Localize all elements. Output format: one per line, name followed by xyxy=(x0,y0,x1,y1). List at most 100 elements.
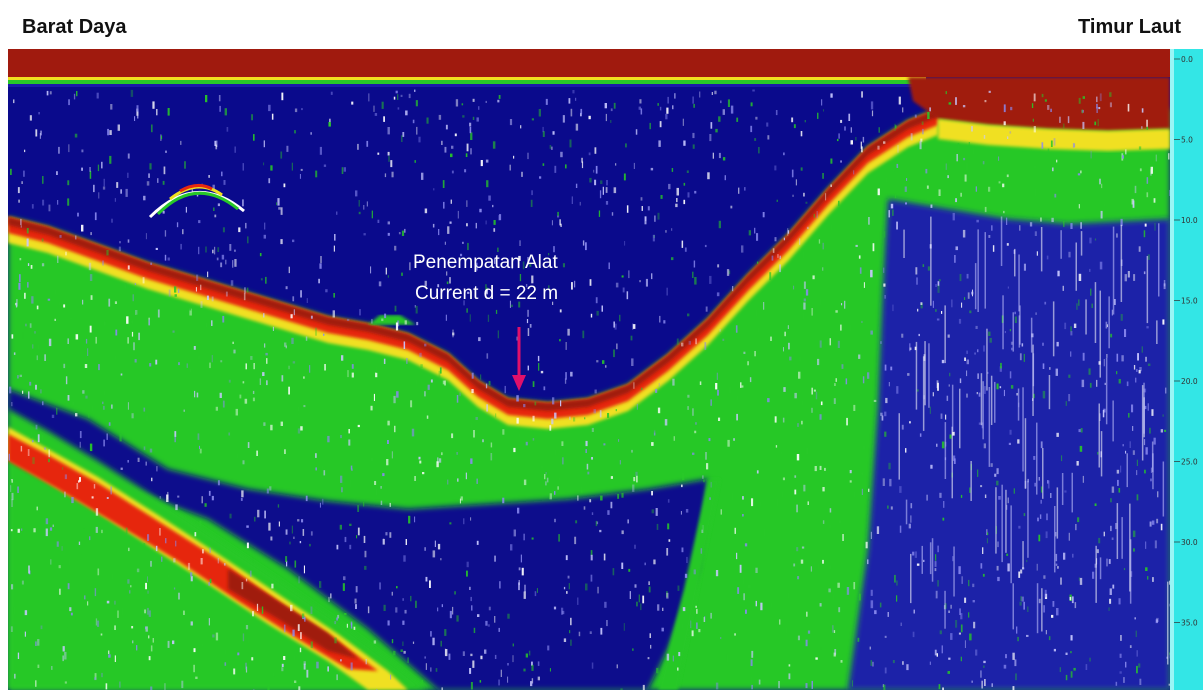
speckle-dot xyxy=(173,587,176,590)
speckle-dot xyxy=(715,383,718,390)
speckle-dot xyxy=(297,519,300,522)
speckle-dot xyxy=(755,600,757,607)
speckle-dot xyxy=(292,296,295,302)
speckle-dot xyxy=(822,267,824,271)
speckle-dot xyxy=(882,478,885,486)
speckle-dot xyxy=(118,674,121,681)
speckle-dot xyxy=(426,415,429,419)
speckle-dot xyxy=(964,597,967,603)
speckle-dot xyxy=(1040,217,1042,222)
speckle-dot xyxy=(961,576,963,584)
speckle-dot xyxy=(157,178,159,183)
speckle-dot xyxy=(1063,552,1066,560)
speckle-dot xyxy=(349,523,352,526)
speckle-dot xyxy=(26,238,29,247)
speckle-dot xyxy=(751,498,754,507)
speckle-dot xyxy=(666,592,669,599)
speckle-dot xyxy=(619,460,621,465)
speckle-dot xyxy=(647,206,650,211)
speckle-dot xyxy=(208,490,211,496)
speckle-dot xyxy=(127,172,129,178)
speckle-dot xyxy=(401,230,405,236)
depth-tick-label: 15.0 xyxy=(1181,297,1198,306)
speckle-dot xyxy=(300,290,302,298)
speckle-dot xyxy=(1160,523,1163,531)
speckle-dot xyxy=(969,633,972,641)
speckle-dot xyxy=(55,289,57,295)
speckle-streak xyxy=(1032,353,1035,387)
speckle-dot xyxy=(696,608,698,614)
speckle-dot xyxy=(85,395,88,399)
speckle-dot xyxy=(962,105,966,108)
speckle-dot xyxy=(604,103,607,109)
speckle-dot xyxy=(884,364,887,371)
speckle-dot xyxy=(395,456,397,461)
speckle-dot xyxy=(114,628,117,633)
speckle-dot xyxy=(1076,461,1079,466)
speckle-dot xyxy=(1075,524,1077,531)
speckle-dot xyxy=(870,101,874,110)
speckle-dot xyxy=(294,680,297,683)
speckle-dot xyxy=(214,214,217,218)
speckle-dot xyxy=(370,405,373,411)
speckle-dot xyxy=(938,189,941,196)
speckle-dot xyxy=(599,410,602,418)
speckle-dot xyxy=(1080,428,1083,433)
speckle-dot xyxy=(134,359,137,363)
speckle-dot xyxy=(726,654,729,662)
speckle-dot xyxy=(83,524,85,529)
speckle-dot xyxy=(681,623,684,629)
speckle-dot xyxy=(276,202,278,206)
speckle-dot xyxy=(379,582,381,590)
speckle-dot xyxy=(516,417,519,424)
speckle-dot xyxy=(447,226,450,234)
speckle-dot xyxy=(252,390,255,394)
speckle-dot xyxy=(13,352,16,355)
speckle-dot xyxy=(1160,429,1163,433)
speckle-dot xyxy=(291,525,293,534)
speckle-dot xyxy=(889,478,892,487)
speckle-dot xyxy=(36,305,39,310)
speckle-dot xyxy=(888,210,890,218)
speckle-dot xyxy=(290,604,293,612)
speckle-dot xyxy=(950,633,953,640)
speckle-dot xyxy=(567,328,570,336)
speckle-dot xyxy=(1120,218,1123,227)
speckle-dot xyxy=(1065,674,1068,681)
speckle-dot xyxy=(433,188,435,191)
speckle-dot xyxy=(401,272,403,276)
speckle-dot xyxy=(257,509,260,518)
speckle-dot xyxy=(293,309,295,316)
speckle-dot xyxy=(549,425,552,431)
speckle-dot xyxy=(444,146,447,153)
speckle-dot xyxy=(159,528,161,536)
speckle-dot xyxy=(709,134,712,142)
speckle-dot xyxy=(923,559,925,562)
speckle-dot xyxy=(1089,237,1092,244)
speckle-dot xyxy=(1096,379,1098,387)
speckle-dot xyxy=(37,639,40,646)
speckle-dot xyxy=(438,458,442,463)
speckle-dot xyxy=(1098,107,1101,110)
speckle-dot xyxy=(476,117,479,122)
speckle-dot xyxy=(445,314,447,321)
speckle-dot xyxy=(220,360,223,363)
speckle-dot xyxy=(111,573,114,580)
speckle-dot xyxy=(266,358,268,364)
speckle-dot xyxy=(574,536,577,545)
speckle-dot xyxy=(581,161,584,169)
speckle-dot xyxy=(280,421,283,426)
speckle-streak xyxy=(921,545,923,574)
speckle-dot xyxy=(644,562,646,566)
speckle-streak xyxy=(1017,388,1020,421)
speckle-streak xyxy=(1000,216,1003,266)
speckle-dot xyxy=(681,484,683,488)
speckle-dot xyxy=(271,113,274,120)
speckle-dot xyxy=(22,331,25,340)
speckle-dot xyxy=(902,661,904,665)
speckle-dot xyxy=(1156,617,1159,622)
speckle-dot xyxy=(1016,626,1018,634)
speckle-dot xyxy=(772,248,775,253)
speckle-dot xyxy=(951,299,953,308)
speckle-dot xyxy=(974,352,976,355)
